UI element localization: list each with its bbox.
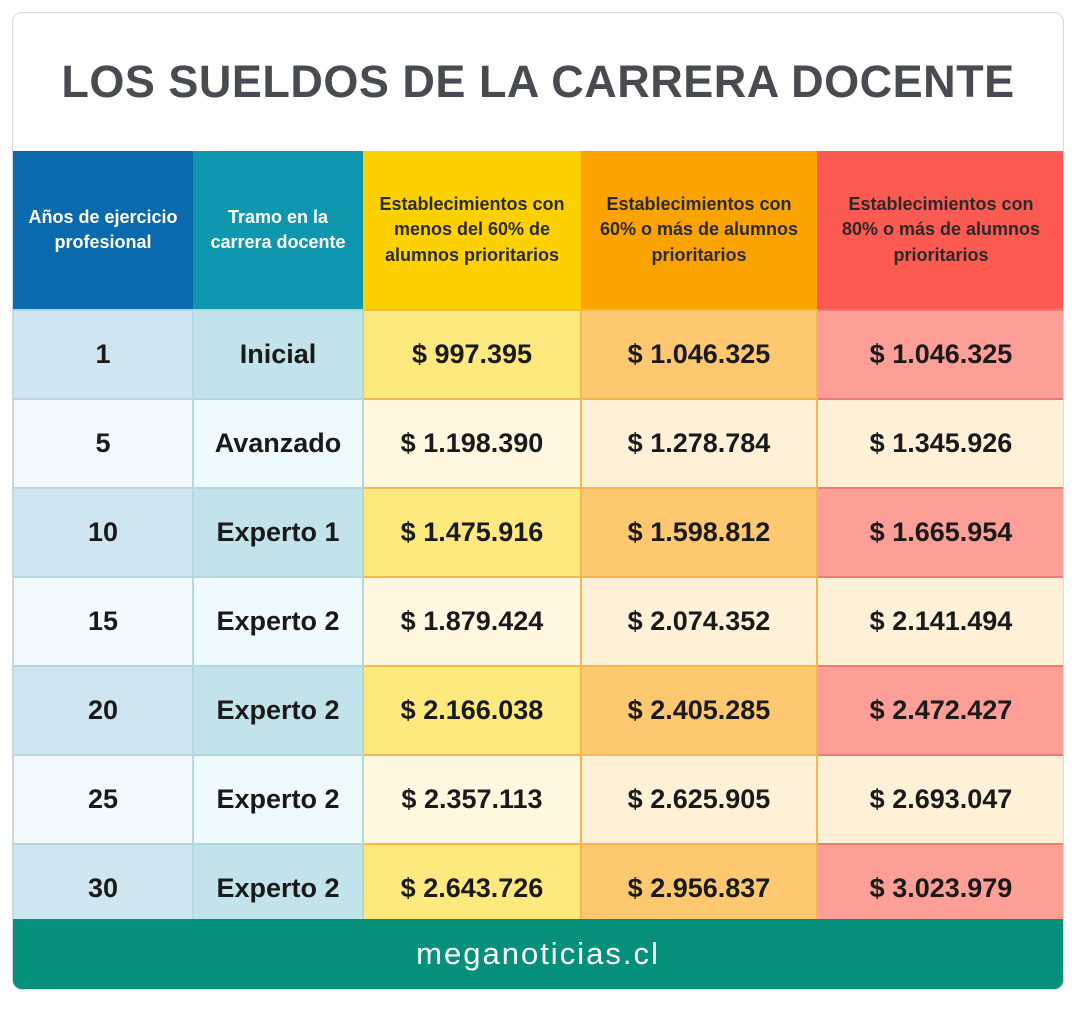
table-cell: 30 (13, 843, 194, 934)
column-header: Establecimientos con menos del 60% de al… (363, 151, 581, 310)
table-row: 5 Avanzado $ 1.198.390 $ 1.278.784 $ 1.345.9… (13, 398, 1063, 489)
table-cell: $ 1.475.916 (362, 487, 582, 578)
table-cell: $ 2.625.905 (580, 754, 818, 845)
table-cell: 15 (13, 576, 194, 667)
table-cell: $ 1.198.390 (362, 398, 582, 489)
table-cell: $ 1.345.926 (816, 398, 1063, 489)
table-cell: $ 2.472.427 (816, 665, 1063, 756)
table-cell: Experto 1 (192, 487, 364, 578)
table-cell: 20 (13, 665, 194, 756)
table-row: 1 Inicial $ 997.395 $ 1.046.325 $ 1.046.325 (13, 309, 1063, 400)
table-cell: $ 2.141.494 (816, 576, 1063, 667)
card: LOS SUELDOS DE LA CARRERA DOCENTE Años d… (12, 12, 1064, 990)
column-header: Establecimientos con 80% o más de alumno… (817, 151, 1063, 310)
table-cell: $ 2.357.113 (362, 754, 582, 845)
table-cell: $ 1.598.812 (580, 487, 818, 578)
table-cell: Experto 2 (192, 754, 364, 845)
table-cell: $ 1.665.954 (816, 487, 1063, 578)
salary-table: Años de ejercicio profesional Tramo en la… (13, 151, 1063, 934)
table-cell: $ 1.278.784 (580, 398, 818, 489)
table-cell: $ 2.693.047 (816, 754, 1063, 845)
table-cell: $ 1.046.325 (580, 309, 818, 400)
header-row: Años de ejercicio profesional Tramo en la… (13, 151, 1063, 310)
table-cell: 25 (13, 754, 194, 845)
table-cell: 5 (13, 398, 194, 489)
table-cell: $ 997.395 (362, 309, 582, 400)
column-header: Tramo en la carrera docente (193, 151, 363, 310)
table-cell: $ 2.405.285 (580, 665, 818, 756)
title: LOS SUELDOS DE LA CARRERA DOCENTE (61, 56, 1015, 107)
table-row: 30 Experto 2 $ 2.643.726 $ 2.956.837 $ 3.023… (13, 843, 1063, 934)
table-cell: Avanzado (192, 398, 364, 489)
table-cell: Experto 2 (192, 665, 364, 756)
table-cell: Experto 2 (192, 576, 364, 667)
table-cell: Experto 2 (192, 843, 364, 934)
footer: meganoticias.cl (13, 919, 1063, 989)
table-row: 10 Experto 1 $ 1.475.916 $ 1.598.812 $ 1.665… (13, 487, 1063, 578)
column-header: Establecimientos con 60% o más de alumno… (581, 151, 817, 310)
table-row: 25 Experto 2 $ 2.357.113 $ 2.625.905 $ 2.693… (13, 754, 1063, 845)
table-cell: 10 (13, 487, 194, 578)
table-cell: $ 1.046.325 (816, 309, 1063, 400)
table-cell: Inicial (192, 309, 364, 400)
table-cell: $ 1.879.424 (362, 576, 582, 667)
table-body: 1 Inicial $ 997.395 $ 1.046.325 $ 1.046.325 5… (13, 309, 1063, 934)
table-cell: 1 (13, 309, 194, 400)
table-cell: $ 2.166.038 (362, 665, 582, 756)
table-cell: $ 2.074.352 (580, 576, 818, 667)
table-cell: $ 2.956.837 (580, 843, 818, 934)
table-row: 15 Experto 2 $ 1.879.424 $ 2.074.352 $ 2.141… (13, 576, 1063, 667)
table-row: 20 Experto 2 $ 2.166.038 $ 2.405.285 $ 2.472… (13, 665, 1063, 756)
column-header: Años de ejercicio profesional (13, 151, 193, 310)
